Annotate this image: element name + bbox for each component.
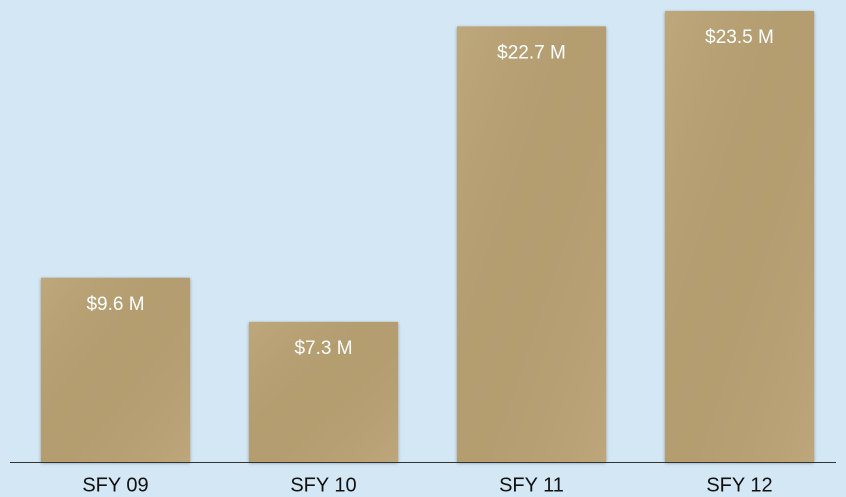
- x-tick-label: SFY 12: [706, 474, 772, 496]
- x-tick-label: SFY 10: [290, 474, 356, 496]
- value-label: $9.6 M: [86, 294, 144, 315]
- x-tick-label: SFY 11: [499, 474, 564, 496]
- value-label: $22.7 M: [497, 42, 566, 63]
- value-label: $7.3 M: [294, 338, 352, 359]
- bar-texture: [41, 277, 190, 462]
- bar-texture: [249, 321, 398, 462]
- bar-texture: [665, 11, 814, 462]
- bar-texture: [457, 26, 606, 463]
- x-tick-label: SFY 09: [82, 474, 148, 496]
- value-label: $23.5 M: [705, 27, 774, 48]
